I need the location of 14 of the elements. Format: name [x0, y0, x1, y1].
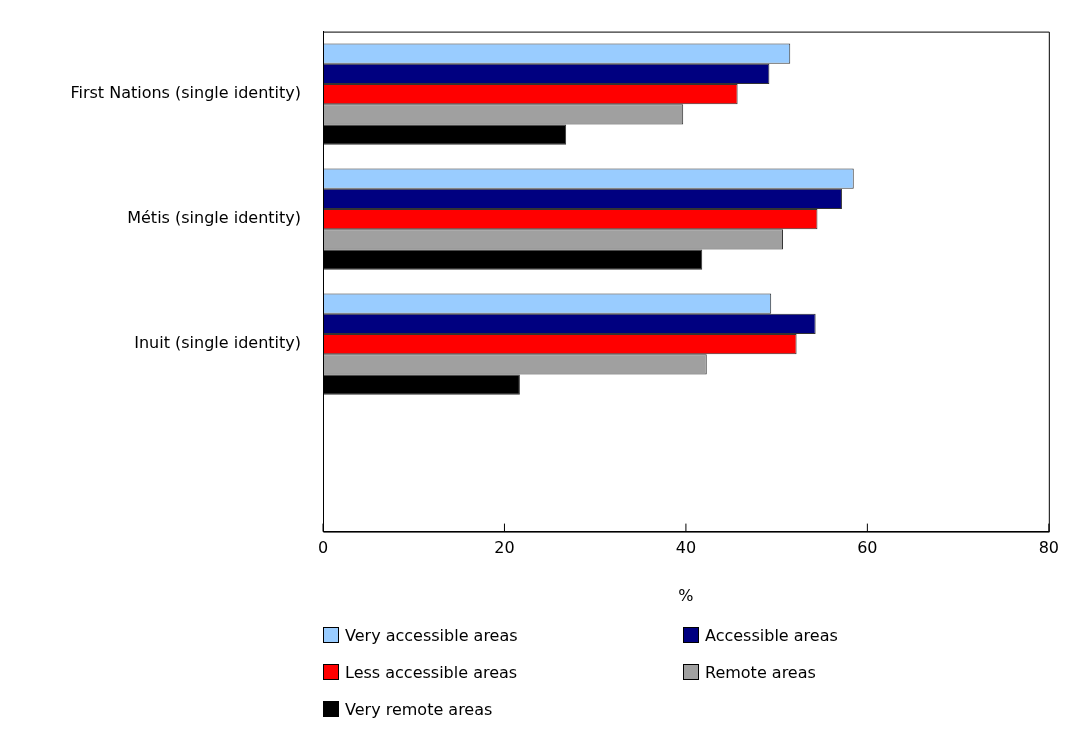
y-tick-label: Inuit (single identity) — [134, 333, 301, 353]
x-tick-label: 0 — [317, 538, 329, 558]
legend-label: Accessible areas — [705, 625, 838, 645]
y-tick-label: Métis (single identity) — [127, 208, 301, 228]
x-tick-label: 40 — [675, 538, 697, 558]
legend-label: Very remote areas — [345, 699, 493, 719]
legend-label: Remote areas — [705, 662, 816, 682]
legend-label: Less accessible areas — [345, 662, 518, 682]
x-tick-label: 60 — [857, 538, 878, 558]
x-tick-label: 20 — [494, 538, 515, 558]
x-axis-title: % — [678, 585, 694, 605]
y-tick-label: First Nations (single identity) — [70, 83, 301, 103]
legend-label: Very accessible areas — [345, 625, 518, 645]
x-tick-label: 80 — [1038, 538, 1059, 558]
